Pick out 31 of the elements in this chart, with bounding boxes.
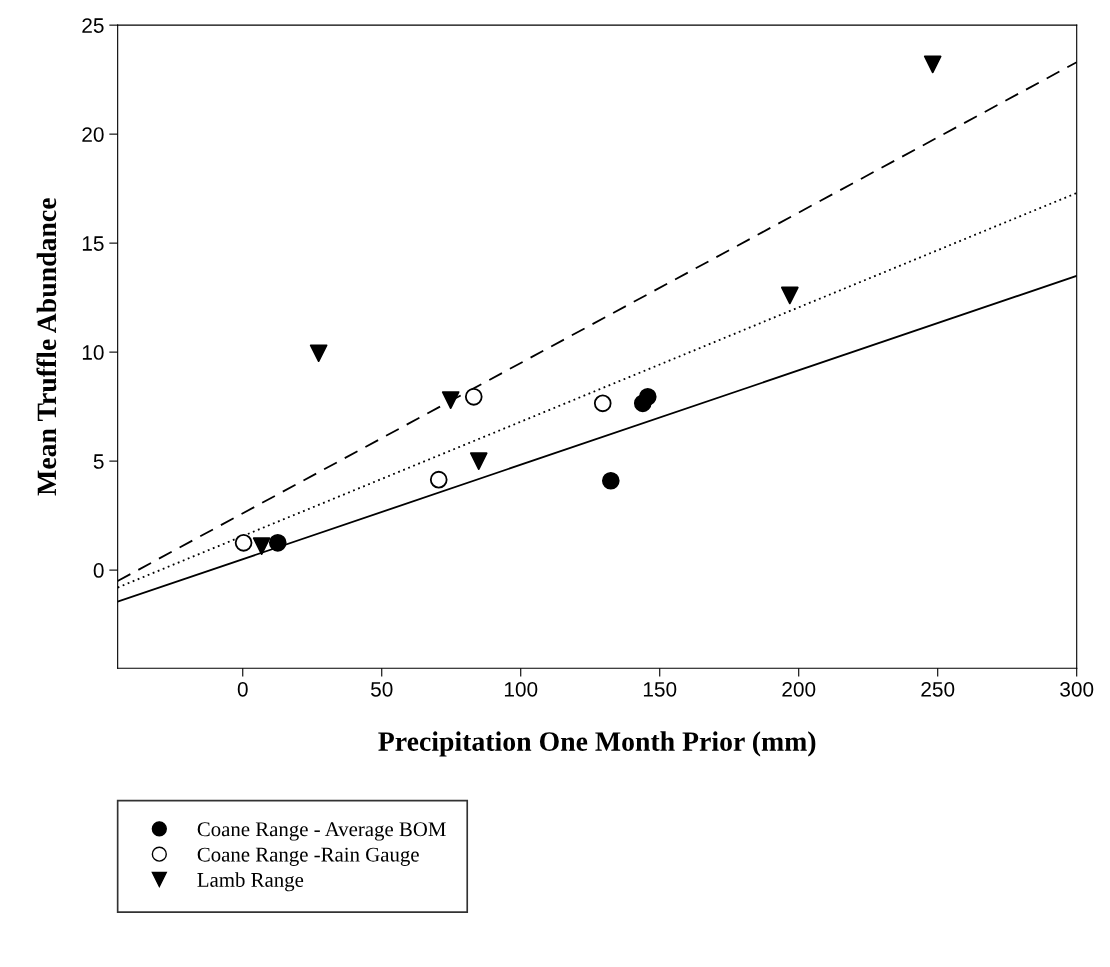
point: [780, 286, 799, 305]
y-tick-label: 15: [82, 236, 104, 251]
x-tick-label: 150: [643, 681, 677, 697]
legend-label: Lamb Range: [197, 872, 304, 892]
point: [234, 534, 253, 552]
point: [252, 537, 271, 555]
point: [923, 55, 942, 74]
point: [429, 470, 448, 489]
y-tick-label: 20: [82, 127, 104, 142]
y-axis-title: Mean Truffle Abundance: [36, 198, 57, 496]
y-tick-label: 5: [93, 454, 104, 469]
x-axis-title: Precipitation One Month Prior (mm): [378, 731, 816, 757]
x-tick-label: 200: [782, 681, 816, 697]
y-tick-label: 10: [82, 345, 104, 360]
point: [464, 387, 483, 406]
y-tick-label: 25: [82, 18, 104, 33]
point: [601, 471, 620, 490]
legend-label: Coane Range - Average BOM: [197, 822, 446, 841]
point: [268, 534, 287, 552]
x-tick-label: 100: [504, 681, 538, 697]
legend-label: Coane Range -Rain Gauge: [197, 847, 419, 866]
y-tick-label: 0: [93, 563, 104, 578]
x-tick-label: 0: [237, 681, 248, 697]
x-tick-label: 250: [921, 681, 955, 697]
point: [441, 391, 460, 409]
point: [638, 387, 657, 406]
point: [593, 394, 612, 413]
x-tick-label: 300: [1060, 681, 1094, 697]
x-tick-label: 50: [370, 681, 393, 697]
point: [309, 344, 328, 363]
point: [469, 452, 488, 470]
